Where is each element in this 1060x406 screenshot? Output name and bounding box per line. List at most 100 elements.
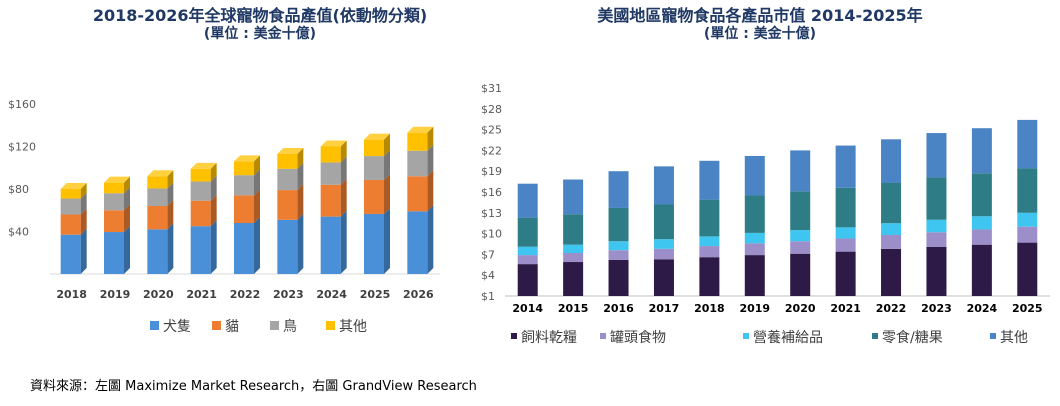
- right-bar-segment: [563, 262, 584, 296]
- right-bar-segment: [835, 238, 856, 252]
- left-bar-segment: [320, 162, 341, 185]
- left-bar-side: [427, 126, 434, 151]
- left-legend-label: 貓: [225, 319, 239, 335]
- left-bar-top: [104, 176, 130, 183]
- right-bar-segment: [699, 236, 720, 247]
- left-bar-segment: [147, 206, 168, 230]
- right-x-tick-label: 2018: [694, 302, 725, 315]
- left-bar-segment: [407, 176, 428, 212]
- left-y-tick-label: $80: [8, 183, 29, 196]
- right-legend-swatch: [990, 333, 996, 339]
- right-x-tick-label: 2024: [967, 302, 998, 315]
- right-y-tick-label: $28: [481, 103, 502, 116]
- left-legend-label: 鳥: [283, 319, 297, 335]
- right-bar-segment: [971, 244, 992, 296]
- right-x-tick-label: 2025: [1012, 302, 1043, 315]
- right-bar-segment: [653, 259, 674, 296]
- left-legend-swatch: [212, 321, 221, 330]
- left-bar-side: [124, 187, 130, 211]
- left-bar-top: [234, 155, 260, 162]
- left-bar-side: [340, 140, 347, 163]
- right-bar-segment: [744, 195, 765, 233]
- right-bar-segment: [699, 160, 720, 200]
- left-y-tick-label: $160: [8, 98, 36, 111]
- right-bar-segment: [744, 243, 765, 256]
- right-bar-segment: [653, 166, 674, 205]
- left-bar-top: [60, 183, 87, 189]
- left-bar-segment: [147, 229, 168, 274]
- left-bar-segment: [104, 232, 124, 274]
- right-bar-segment: [563, 244, 584, 254]
- right-x-tick-label: 2023: [921, 302, 952, 315]
- right-bar-segment: [699, 257, 720, 296]
- right-x-tick-label: 2021: [830, 302, 861, 315]
- right-legend-swatch: [743, 333, 749, 339]
- right-bar-segment: [1017, 242, 1038, 296]
- right-bar-segment: [517, 246, 538, 256]
- left-bar-side: [384, 150, 390, 180]
- left-bar-segment: [60, 214, 81, 235]
- left-bar-segment: [104, 182, 124, 194]
- left-bar-side: [427, 205, 434, 274]
- left-bar-side: [340, 178, 347, 217]
- right-bar-segment: [517, 264, 538, 296]
- right-bar-segment: [971, 128, 992, 174]
- left-x-tick-label: 2026: [403, 288, 434, 301]
- right-bar-segment: [926, 177, 947, 220]
- left-bar-side: [297, 162, 304, 191]
- right-x-tick-label: 2015: [558, 302, 589, 315]
- right-x-tick-label: 2014: [512, 302, 543, 315]
- right-x-tick-label: 2016: [603, 302, 634, 315]
- right-bar-segment: [1017, 226, 1038, 243]
- right-legend-label: 營養補給品: [753, 329, 823, 346]
- right-legend-label: 罐頭食物: [610, 329, 666, 346]
- left-bar-side: [254, 189, 260, 223]
- left-bar-side: [124, 204, 130, 233]
- right-bar-segment: [971, 173, 992, 217]
- right-y-tick-label: $25: [481, 124, 502, 137]
- left-bar-side: [210, 162, 217, 182]
- left-bar-side: [124, 176, 130, 194]
- right-bar-segment: [563, 214, 584, 245]
- right-legend-swatch: [600, 333, 606, 339]
- left-bar-segment: [60, 198, 81, 215]
- left-bar-side: [297, 213, 304, 274]
- left-chart-subtitle: (單位 : 美金十億): [203, 26, 317, 42]
- left-bar-segment: [60, 234, 81, 274]
- right-y-tick-label: $22: [481, 144, 502, 157]
- left-x-tick-label: 2025: [360, 288, 391, 301]
- right-bar-segment: [926, 133, 947, 178]
- left-bar-segment: [234, 175, 254, 196]
- left-bar-side: [210, 175, 217, 201]
- left-bar-segment: [60, 189, 81, 199]
- right-y-tick-label: $31: [481, 82, 502, 95]
- right-bar-segment: [881, 234, 902, 249]
- left-legend-swatch: [150, 321, 159, 330]
- left-bar-segment: [320, 216, 341, 274]
- right-bar-segment: [835, 187, 856, 228]
- left-bar-segment: [104, 193, 124, 211]
- left-bar-segment: [234, 161, 254, 176]
- left-bar-top: [190, 162, 217, 169]
- left-chart-title: 2018-2026年全球寵物食品產值(依動物分類): [92, 6, 428, 25]
- left-legend-swatch: [326, 321, 335, 330]
- left-bar-side: [80, 208, 87, 235]
- right-bar-segment: [971, 216, 992, 230]
- left-bar-side: [254, 217, 260, 274]
- right-bar-segment: [1017, 168, 1038, 213]
- right-chart-subtitle: (單位 : 美金十億): [703, 26, 817, 42]
- left-bar-segment: [190, 168, 211, 182]
- right-bar-segment: [608, 259, 629, 296]
- right-bar-segment: [653, 204, 674, 240]
- right-x-tick-label: 2022: [876, 302, 907, 315]
- right-bar-segment: [699, 199, 720, 237]
- right-bar-segment: [926, 232, 947, 247]
- right-bar-segment: [881, 182, 902, 224]
- left-bar-side: [384, 173, 390, 214]
- left-bar-side: [167, 223, 174, 274]
- left-x-tick-label: 2023: [273, 288, 304, 301]
- left-bar-side: [80, 183, 87, 199]
- right-bar-segment: [790, 241, 811, 254]
- left-bar-segment: [407, 211, 428, 274]
